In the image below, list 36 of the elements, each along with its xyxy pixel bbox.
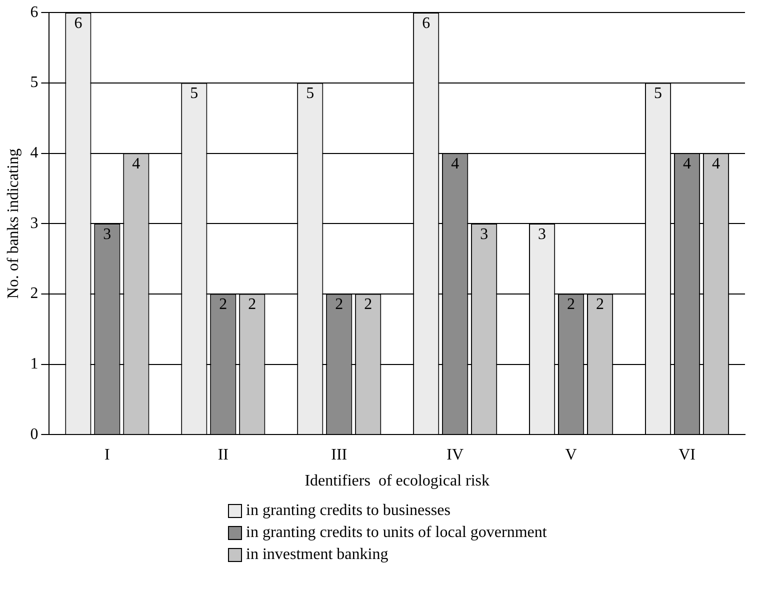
y-tick-label: 6 — [30, 4, 38, 21]
data-label: 4 — [132, 155, 140, 172]
data-label: 5 — [306, 85, 314, 102]
data-label: 3 — [480, 226, 488, 243]
x-tick-label: III — [331, 446, 348, 464]
legend-label: in granting credits to businesses — [246, 501, 450, 521]
legend-label: in granting credits to units of local government — [246, 523, 547, 543]
data-label: 2 — [219, 296, 228, 314]
data-label: 4 — [683, 155, 692, 172]
data-label: 2 — [364, 296, 372, 314]
y-tick-label: 2 — [30, 285, 38, 302]
y-tick-label: 3 — [30, 214, 38, 232]
data-label: 6 — [422, 14, 430, 32]
data-label: 2 — [335, 296, 344, 314]
legend-label: in investment banking — [246, 545, 388, 565]
data-label: 5 — [190, 85, 198, 102]
data-label: 2 — [567, 296, 576, 314]
x-tick-label: II — [218, 446, 228, 464]
data-label: 4 — [451, 155, 460, 172]
x-tick-label: IV — [446, 446, 464, 464]
data-label: 3 — [103, 226, 112, 243]
data-label: 6 — [74, 14, 82, 32]
data-label: 3 — [538, 226, 546, 243]
x-tick-label: VI — [678, 446, 696, 464]
y-tick-label: 0 — [30, 426, 38, 443]
y-tick-label: 4 — [30, 144, 38, 162]
data-label: 2 — [248, 296, 256, 314]
x-tick-label: I — [104, 446, 110, 464]
y-axis-title: No. of banks indicating — [4, 148, 22, 299]
y-tick-label: 5 — [30, 74, 38, 92]
data-label: 2 — [596, 296, 604, 314]
data-label: 4 — [712, 155, 720, 172]
x-tick-label: V — [565, 446, 578, 464]
x-axis-title: Identifiers of ecological risk — [304, 472, 490, 490]
data-label: 5 — [654, 85, 662, 102]
y-tick-label: 1 — [30, 355, 38, 372]
